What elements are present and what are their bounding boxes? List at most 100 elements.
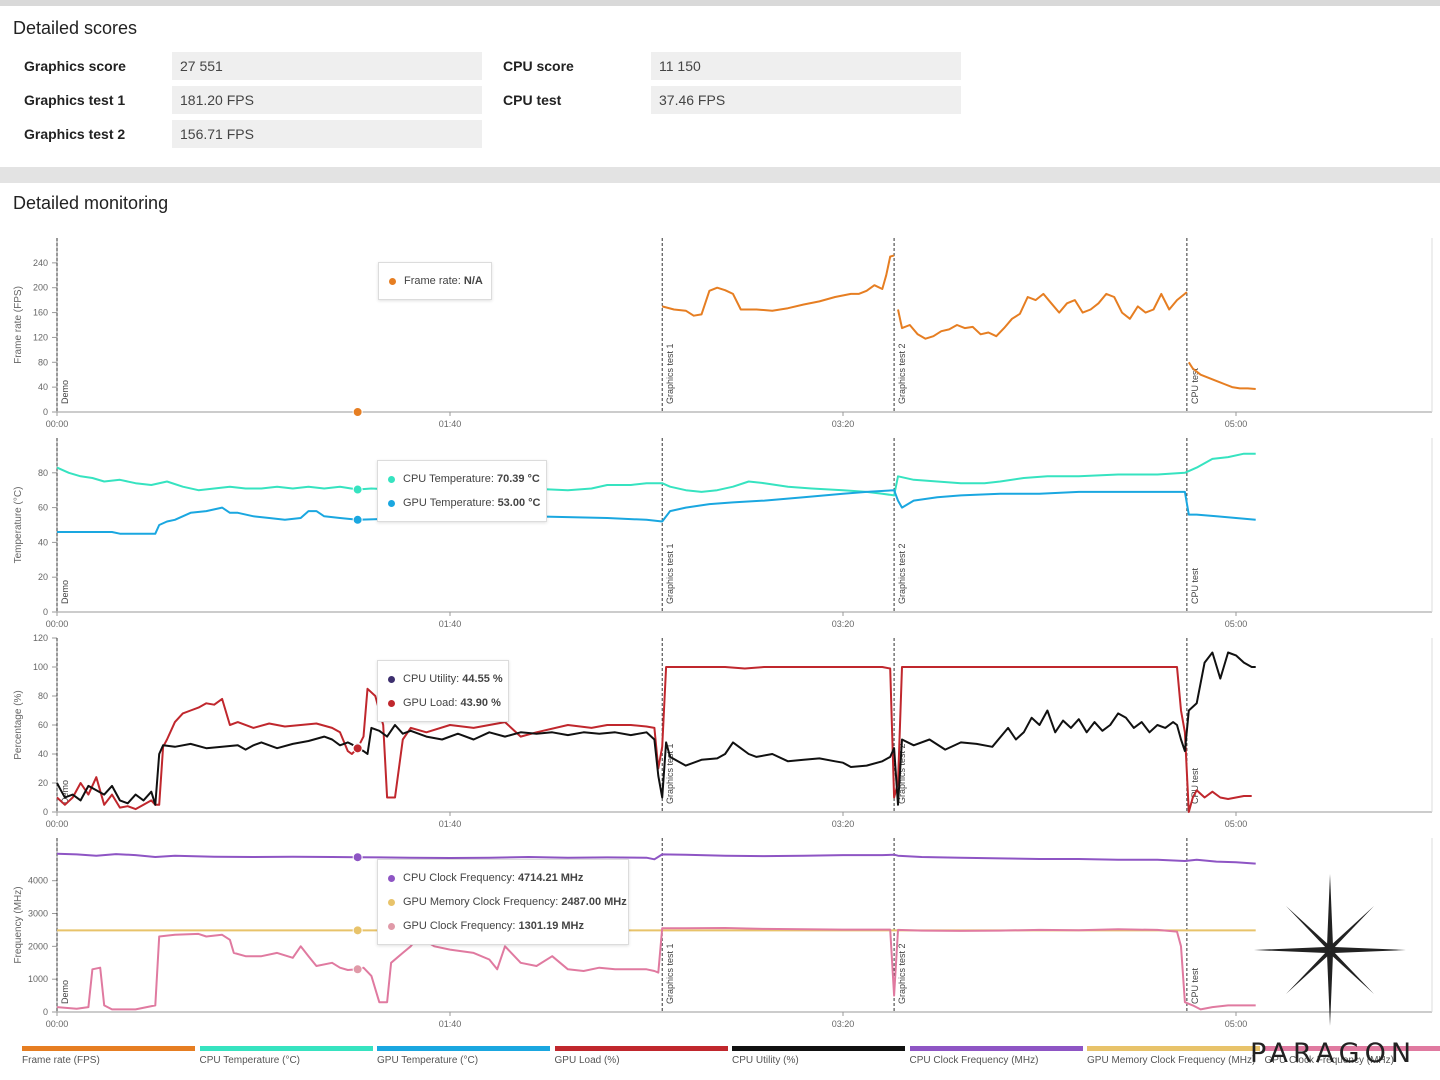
tooltip-value: 2487.00 MHz [561,896,627,908]
series-dot-icon [389,277,396,285]
legend-color-bar[interactable] [377,1046,550,1051]
y-tick-label: 4000 [28,876,48,886]
legend-color-bar[interactable] [1264,1046,1440,1051]
x-tick-label: 00:00 [46,1019,69,1029]
y-tick-label: 120 [33,332,48,342]
legend-color-bar[interactable] [1087,1046,1260,1051]
x-tick-label: 05:00 [1225,619,1248,629]
tooltip-label: GPU Memory Clock Frequency: [403,896,562,908]
legend-label[interactable]: Frame rate (FPS) [22,1055,100,1066]
cursor-point[interactable] [352,925,363,936]
test-marker-label: CPU test [1190,367,1200,404]
y-tick-label: 80 [38,357,48,367]
cursor-point[interactable] [352,514,363,525]
cursor-point[interactable] [352,964,363,975]
legend-label[interactable]: CPU Utility (%) [732,1055,799,1066]
series-line-cpu-temperature [56,452,1256,497]
tooltip-row: GPU Clock Frequency: 1301.19 MHz [388,914,618,938]
chart-tooltip: Frame rate: N/A [378,262,492,300]
legend-color-bar[interactable] [909,1046,1083,1051]
cursor-point[interactable] [352,743,363,754]
chart-tooltip: CPU Clock Frequency: 4714.21 MHz GPU Memo… [377,859,629,945]
legend-label[interactable]: GPU Temperature (°C) [377,1055,479,1066]
x-tick-label: 00:00 [46,419,69,429]
y-tick-label: 2000 [28,941,48,951]
x-tick-label: 01:40 [439,819,462,829]
legend-color-bar[interactable] [199,1046,373,1051]
legend-label[interactable]: GPU Memory Clock Frequency (MHz) [1087,1055,1256,1066]
legend-label[interactable]: CPU Clock Frequency (MHz) [909,1055,1039,1066]
tooltip-value: 53.00 °C [497,497,541,509]
test-marker-label: Graphics test 1 [665,543,675,604]
test-marker-label: Graphics test 2 [897,343,907,404]
cursor-point[interactable] [352,484,363,495]
x-tick-label: 01:40 [439,1019,462,1029]
chart-tooltip: CPU Utility: 44.55 % GPU Load: 43.90 % [377,660,509,722]
legend-color-bar[interactable] [22,1046,195,1051]
test-marker-label: Graphics test 1 [665,943,675,1004]
tooltip-label: GPU Clock Frequency: [403,920,519,932]
x-tick-label: 05:00 [1225,419,1248,429]
series-dot-icon [388,922,395,930]
y-tick-label: 240 [33,258,48,268]
tooltip-label: GPU Load: [403,697,461,709]
test-marker-label: Graphics test 1 [665,343,675,404]
y-tick-label: 40 [38,382,48,392]
top-band [0,0,1440,6]
y-tick-label: 0 [43,1007,48,1017]
legend-label[interactable]: GPU Load (%) [554,1055,620,1066]
x-tick-label: 01:40 [439,619,462,629]
graphics-score-value: 27 551 [172,52,482,80]
y-tick-label: 120 [33,633,48,643]
series-line-frame-rate [1187,361,1256,390]
y-tick-label: 60 [38,720,48,730]
x-tick-label: 03:20 [832,819,855,829]
cpu-score-label: CPU score [503,58,574,74]
tooltip-row: Frame rate: N/A [389,269,483,293]
x-tick-label: 05:00 [1225,819,1248,829]
x-tick-label: 01:40 [439,419,462,429]
x-tick-label: 03:20 [832,419,855,429]
test-marker-label: Demo [60,980,70,1004]
test-marker-label: CPU test [1190,567,1200,604]
series-line-frame-rate [897,291,1188,340]
test-marker-label: Demo [60,780,70,804]
tooltip-value: N/A [463,275,483,287]
y-tick-label: 20 [38,572,48,582]
y-tick-label: 60 [38,503,48,513]
cursor-point[interactable] [352,407,363,417]
series-line-gpu-clock-frequency [56,927,1256,1011]
cursor-point[interactable] [352,852,363,863]
test-marker-label: CPU test [1190,767,1200,804]
y-tick-label: 3000 [28,909,48,919]
cpu-test-label: CPU test [503,92,562,108]
x-tick-label: 03:20 [832,619,855,629]
test-marker-label: Demo [60,580,70,604]
series-line-frame-rate [661,254,895,317]
test-marker-label: CPU test [1190,967,1200,1004]
x-tick-label: 05:00 [1225,1019,1248,1029]
y-axis-title: Frequency (MHz) [13,886,24,963]
legend-label[interactable]: GPU Clock Frequency (MHz) [1264,1055,1394,1066]
legend-label[interactable]: CPU Temperature (°C) [199,1055,301,1066]
test-marker-label: Graphics test 2 [897,943,907,1004]
legend-color-bar[interactable] [732,1046,905,1051]
test-marker-label: Graphics test 1 [665,743,675,804]
monitoring-title: Detailed monitoring [13,193,169,213]
test-marker-label: Graphics test 2 [897,543,907,604]
graphics-test-2-value: 156.71 FPS [172,120,482,148]
tooltip-row: CPU Temperature: 70.39 °C [388,467,540,491]
y-tick-label: 20 [38,778,48,788]
tooltip-value: 43.90 % [460,697,501,709]
legend-color-bar[interactable] [554,1046,728,1051]
tooltip-row: GPU Temperature: 53.00 °C [388,491,541,515]
tooltip-row: CPU Utility: 44.55 % [388,667,503,691]
test-marker-label: Graphics test 2 [897,743,907,804]
x-tick-label: 00:00 [46,619,69,629]
y-tick-label: 40 [38,537,48,547]
series-dot-icon [388,898,395,906]
paragon-brand: PARAGON [1250,1038,1417,1069]
test-marker-label: Demo [60,380,70,404]
graphics-test-2-label: Graphics test 2 [24,126,126,142]
